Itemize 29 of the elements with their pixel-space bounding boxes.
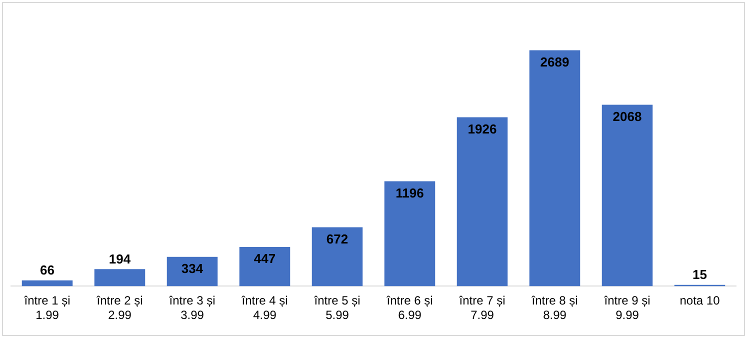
bar <box>312 227 363 286</box>
data-label: 1196 <box>396 185 424 200</box>
x-tick-label: între 6 și 6.99 <box>386 294 433 322</box>
data-label: 672 <box>326 231 348 246</box>
bar <box>602 104 653 286</box>
data-label: 2689 <box>540 54 570 70</box>
data-label: 15 <box>692 266 707 282</box>
bar <box>529 50 580 286</box>
bar <box>239 246 290 286</box>
data-label: 447 <box>254 251 276 266</box>
x-tick-label: între 1 și 1.99 <box>23 294 70 322</box>
x-tick-label: între 7 și 7.99 <box>458 294 506 322</box>
bar <box>22 280 73 286</box>
x-tick-label: între 2 și 2.99 <box>96 294 143 322</box>
bar <box>456 117 508 286</box>
bar <box>384 181 436 286</box>
data-label: 334 <box>181 260 204 276</box>
x-tick-label: între 8 și 8.99 <box>530 294 578 322</box>
x-tick-label: între 3 și 3.99 <box>168 294 216 322</box>
x-tick-label: între 4 și 4.99 <box>240 294 288 322</box>
x-tick-label: între 9 și 9.99 <box>603 294 650 322</box>
x-tick-label: între 5 și 5.99 <box>313 294 360 322</box>
bar <box>166 256 218 286</box>
data-label: 1926 <box>468 121 497 136</box>
data-label: 194 <box>108 251 132 266</box>
data-label: 2068 <box>612 108 642 124</box>
x-tick-label: nota 10 <box>680 294 720 308</box>
data-label: 66 <box>40 262 54 278</box>
bar <box>94 269 146 286</box>
